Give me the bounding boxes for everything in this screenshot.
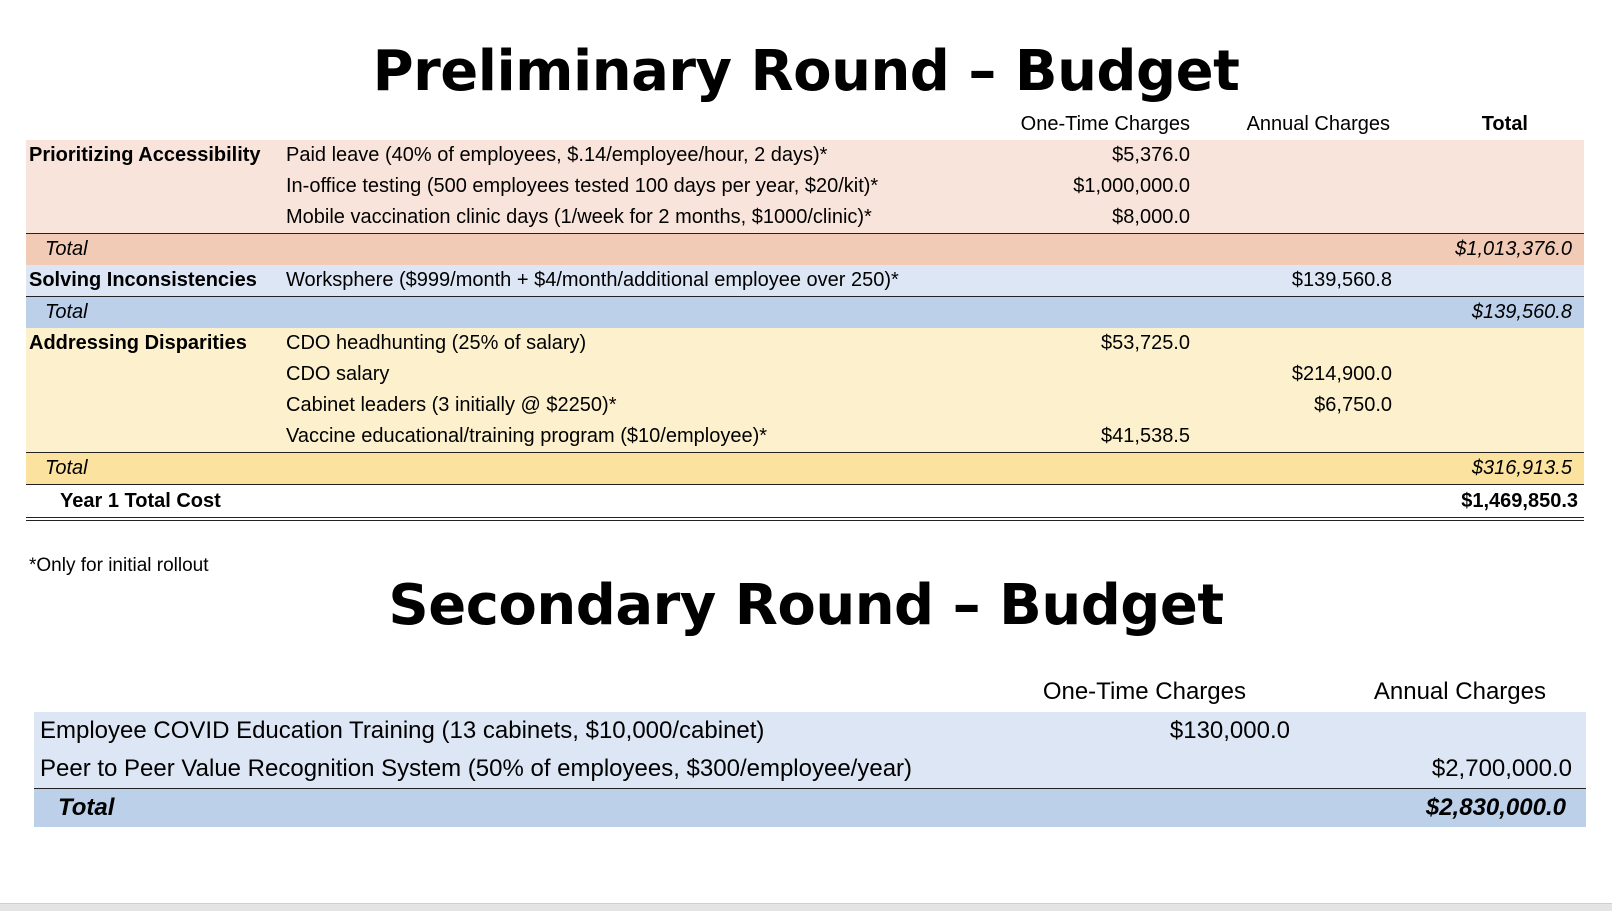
item-description: Worksphere ($999/month + $4/month/additi… <box>286 269 899 291</box>
one-time-value: $5,376.0 <box>1112 144 1190 166</box>
table-row: In-office testing (500 employees tested … <box>26 171 1584 202</box>
section-total-value: $1,013,376.0 <box>1455 238 1572 260</box>
category-label: Addressing Disparities <box>29 332 247 354</box>
slide-bottom-edge <box>0 903 1612 911</box>
category-label: Prioritizing Accessibility <box>29 144 261 166</box>
one-time-value: $1,000,000.0 <box>1073 175 1190 197</box>
one-time-value: $53,725.0 <box>1101 332 1190 354</box>
preliminary-budget-table: One-Time Charges Annual Charges Total Pr… <box>26 108 1584 521</box>
table-row: Addressing Disparities CDO headhunting (… <box>26 328 1584 359</box>
header-one-time: One-Time Charges <box>1020 113 1190 135</box>
item-description: Paid leave (40% of employees, $.14/emplo… <box>286 144 828 166</box>
one-time-value: $8,000.0 <box>1112 206 1190 228</box>
annual-value: $6,750.0 <box>1314 394 1392 416</box>
section-total-row: Total $1,013,376.0 <box>26 233 1584 265</box>
item-description: Cabinet leaders (3 initially @ $2250)* <box>286 394 617 416</box>
table-row: CDO salary $214,900.0 <box>26 359 1584 390</box>
one-time-value: $41,538.5 <box>1101 425 1190 447</box>
year-total-value: $1,469,850.3 <box>1461 490 1578 512</box>
secondary-budget-title: Secondary Round – Budget <box>388 573 1224 638</box>
section-total-value: $139,560.8 <box>1471 301 1572 323</box>
item-description: Vaccine educational/training program ($1… <box>286 425 768 447</box>
total-value: $2,830,000.0 <box>1425 794 1566 821</box>
year-total-row: Year 1 Total Cost $1,469,850.3 <box>26 484 1584 521</box>
one-time-value: $130,000.0 <box>1169 717 1290 744</box>
table-header: One-Time Charges Annual Charges Total <box>26 108 1584 140</box>
table-row: Solving Inconsistencies Worksphere ($999… <box>26 265 1584 296</box>
item-description: In-office testing (500 employees tested … <box>286 175 879 197</box>
table-row: Peer to Peer Value Recognition System (5… <box>34 750 1586 788</box>
annual-value: $2,700,000.0 <box>1431 755 1572 782</box>
total-label: Total <box>45 301 88 323</box>
table-row: Cabinet leaders (3 initially @ $2250)* $… <box>26 390 1584 421</box>
annual-value: $139,560.8 <box>1291 269 1392 291</box>
total-row: Total $2,830,000.0 <box>34 788 1586 827</box>
item-description: CDO headhunting (25% of salary) <box>286 332 587 354</box>
category-label: Solving Inconsistencies <box>29 269 257 291</box>
header-annual: Annual Charges <box>1246 113 1390 135</box>
table-header: One-Time Charges Annual Charges <box>34 672 1586 712</box>
header-total: Total <box>1481 113 1528 135</box>
total-label: Total <box>45 457 88 479</box>
table-row: Prioritizing Accessibility Paid leave (4… <box>26 140 1584 171</box>
total-label: Total <box>45 238 88 260</box>
section-total-row: Total $316,913.5 <box>26 452 1584 484</box>
header-one-time: One-Time Charges <box>1042 678 1246 705</box>
footnote: *Only for initial rollout <box>29 555 209 576</box>
preliminary-budget-title: Preliminary Round – Budget <box>372 39 1240 104</box>
annual-value: $214,900.0 <box>1291 363 1392 385</box>
section-total-row: Total $139,560.8 <box>26 296 1584 328</box>
item-description: Employee COVID Education Training (13 ca… <box>40 717 765 744</box>
item-description: Mobile vaccination clinic days (1/week f… <box>286 206 872 228</box>
section-total-value: $316,913.5 <box>1471 457 1572 479</box>
total-label: Total <box>58 794 115 821</box>
secondary-budget-table: One-Time Charges Annual Charges Employee… <box>34 672 1586 827</box>
header-annual: Annual Charges <box>1373 678 1546 705</box>
table-row: Mobile vaccination clinic days (1/week f… <box>26 202 1584 233</box>
item-description: CDO salary <box>286 363 390 385</box>
item-description: Peer to Peer Value Recognition System (5… <box>40 755 913 782</box>
table-row: Employee COVID Education Training (13 ca… <box>34 712 1586 750</box>
table-row: Vaccine educational/training program ($1… <box>26 421 1584 452</box>
year-total-label: Year 1 Total Cost <box>60 490 221 512</box>
